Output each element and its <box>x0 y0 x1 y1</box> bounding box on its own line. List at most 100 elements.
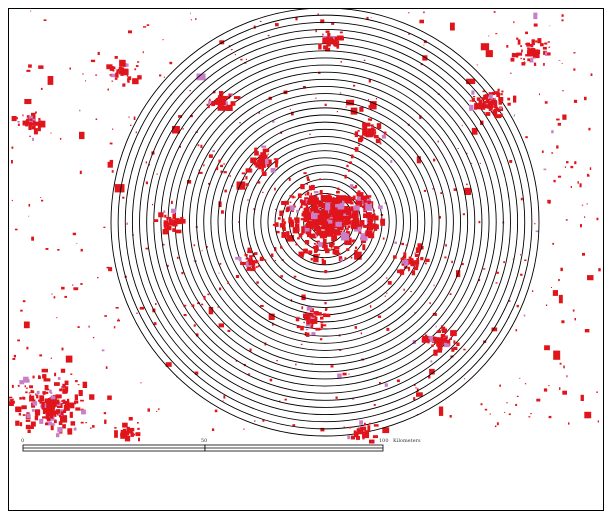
urban-patch <box>30 425 34 429</box>
urban-patch <box>350 202 354 205</box>
urban-patch <box>521 49 523 53</box>
urban-patch <box>330 36 338 43</box>
urban-patch <box>362 122 366 127</box>
urban-patch <box>371 223 375 229</box>
urban-patch <box>325 202 333 210</box>
urban-patch <box>322 225 327 230</box>
urban-patch <box>311 212 318 219</box>
urban-patch <box>574 161 577 165</box>
urban-patch <box>62 415 67 419</box>
urban-patch <box>313 209 320 214</box>
urban-patch <box>378 205 383 210</box>
urban-patch <box>164 214 167 218</box>
urban-patch <box>531 39 535 46</box>
urban-patch <box>318 216 324 221</box>
urban-patch <box>19 422 23 427</box>
urban-patch <box>309 233 317 239</box>
urban-patch <box>183 314 187 317</box>
urban-patch <box>346 248 350 251</box>
urban-patch <box>350 225 358 230</box>
urban-patch <box>262 158 269 165</box>
urban-patch <box>580 224 582 228</box>
urban-patch <box>193 324 196 327</box>
urban-patch <box>343 213 349 216</box>
urban-patch <box>556 145 559 149</box>
urban-patch <box>365 195 372 198</box>
urban-patch <box>364 433 367 436</box>
urban-patch <box>561 320 565 324</box>
urban-patch <box>432 188 435 190</box>
urban-patch <box>559 387 561 390</box>
urban-patch <box>338 230 343 235</box>
distance-ring <box>253 150 397 294</box>
urban-patch <box>414 253 420 257</box>
urban-patch <box>222 400 224 402</box>
urban-patch <box>47 76 54 85</box>
urban-patch <box>300 218 305 221</box>
urban-patch <box>365 202 372 211</box>
urban-patch <box>318 219 328 225</box>
urban-patch <box>423 44 425 46</box>
urban-patch <box>164 227 169 230</box>
urban-patch <box>219 262 222 265</box>
urban-patch <box>82 73 84 75</box>
urban-patch <box>306 200 315 205</box>
urban-patch <box>516 52 523 56</box>
urban-patch <box>50 395 56 400</box>
urban-patch <box>353 205 360 211</box>
urban-patch <box>363 59 366 61</box>
urban-patch <box>198 169 200 171</box>
urban-patch <box>74 400 79 404</box>
urban-patch <box>376 377 378 379</box>
urban-patch <box>425 258 430 262</box>
urban-patch <box>517 39 521 45</box>
urban-patch <box>238 221 240 223</box>
urban-patch <box>354 326 357 329</box>
urban-patch <box>315 312 322 316</box>
urban-patch <box>241 389 243 391</box>
urban-patch <box>305 205 309 209</box>
urban-patch <box>281 201 285 205</box>
urban-patch <box>22 396 24 400</box>
urban-patch <box>148 163 150 166</box>
urban-patch <box>544 42 548 45</box>
map-canvas[interactable]: 0 50 100 Kilometers <box>9 9 604 511</box>
urban-patch <box>523 58 525 61</box>
urban-patch <box>126 222 128 225</box>
urban-patch <box>244 253 248 257</box>
urban-patch <box>494 425 497 428</box>
urban-patch <box>350 256 353 259</box>
urban-patch <box>533 50 536 52</box>
urban-patch <box>35 393 37 396</box>
urban-patch <box>328 193 331 198</box>
urban-patch <box>368 221 373 228</box>
urban-patch <box>79 131 85 140</box>
urban-patch <box>224 101 228 106</box>
urban-patch <box>545 304 548 306</box>
urban-patch <box>104 315 107 317</box>
urban-patch <box>167 225 172 231</box>
urban-patch <box>243 178 245 180</box>
urban-patch <box>15 420 20 426</box>
urban-patch <box>289 205 295 211</box>
urban-patch <box>513 114 515 117</box>
urban-patch <box>111 80 114 82</box>
urban-patch <box>249 255 253 260</box>
urban-patch <box>280 246 283 249</box>
urban-patch <box>316 227 321 235</box>
urban-patch <box>65 390 68 394</box>
urban-patch <box>516 37 519 40</box>
urban-patch <box>320 323 324 329</box>
urban-patch <box>274 158 279 164</box>
urban-patch <box>43 378 51 382</box>
urban-patch <box>156 410 158 412</box>
urban-patch <box>520 197 523 201</box>
urban-patch <box>334 44 337 47</box>
urban-patch <box>416 156 421 164</box>
urban-patch <box>347 169 350 172</box>
urban-patch <box>30 389 33 392</box>
urban-patch <box>553 179 556 183</box>
urban-patch <box>30 421 36 427</box>
urban-patch <box>191 304 195 307</box>
urban-patch <box>162 39 164 41</box>
